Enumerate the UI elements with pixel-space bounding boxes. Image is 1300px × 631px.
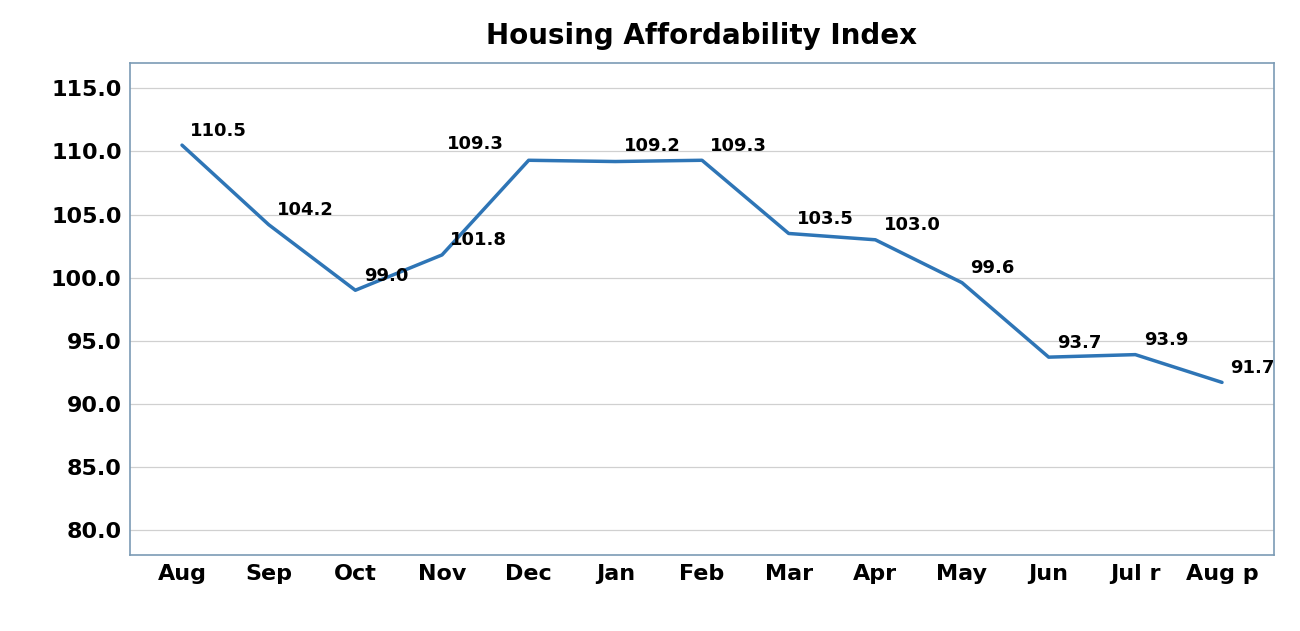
Text: 103.5: 103.5 [797,210,854,228]
Text: 110.5: 110.5 [190,122,247,139]
Text: 93.7: 93.7 [1057,334,1101,351]
Text: 109.3: 109.3 [447,135,503,153]
Text: 91.7: 91.7 [1230,359,1275,377]
Text: 99.6: 99.6 [970,259,1015,277]
Text: 104.2: 104.2 [277,201,334,219]
Text: 103.0: 103.0 [884,216,940,234]
Text: 109.2: 109.2 [624,136,680,155]
Text: 93.9: 93.9 [1144,331,1188,349]
Text: 109.3: 109.3 [710,137,767,155]
Text: 99.0: 99.0 [364,267,408,285]
Text: 101.8: 101.8 [450,232,507,249]
Title: Housing Affordability Index: Housing Affordability Index [486,21,918,50]
